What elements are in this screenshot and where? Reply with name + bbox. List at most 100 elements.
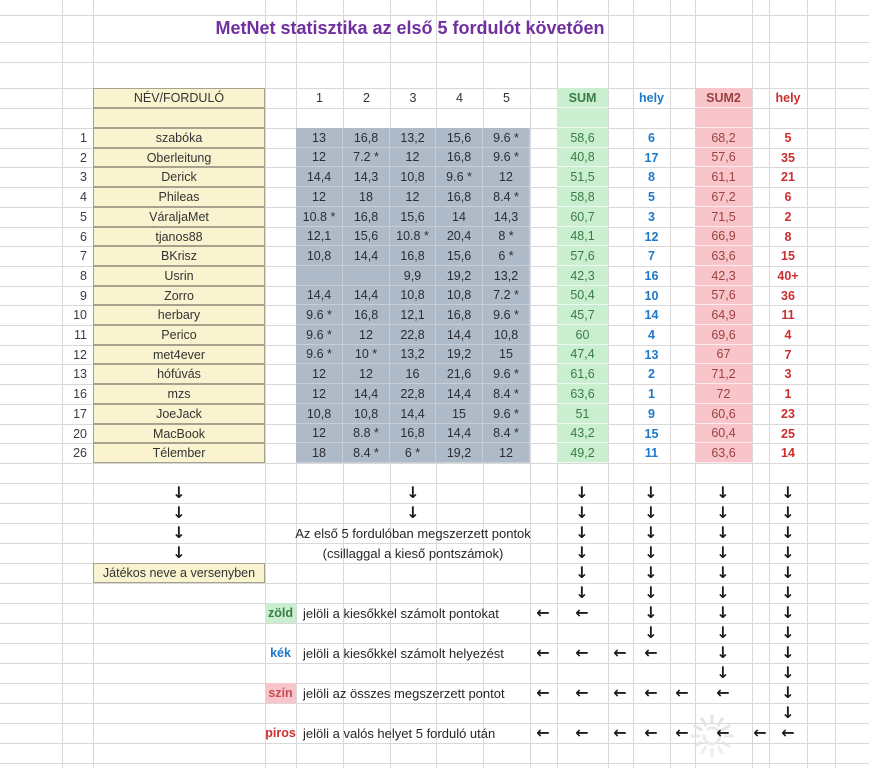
round-cell[interactable]: 14,4 bbox=[296, 286, 343, 305]
round-cell[interactable]: 15,6 bbox=[436, 246, 483, 266]
hely-cell[interactable]: 15 bbox=[644, 426, 659, 441]
hely-cell[interactable]: 11 bbox=[644, 446, 659, 460]
sum2-header-cell[interactable]: SUM2 bbox=[695, 88, 752, 108]
corner-header-blank-cell[interactable] bbox=[93, 108, 265, 128]
sum-cell[interactable]: 40,8 bbox=[557, 148, 608, 167]
round-cell[interactable]: 12 bbox=[296, 364, 343, 384]
round-cell[interactable]: 13,2 bbox=[483, 266, 530, 286]
round-header-1[interactable]: 1 bbox=[316, 91, 323, 105]
round-cell[interactable]: 12 bbox=[483, 167, 530, 187]
sum2-cell[interactable]: 71,5 bbox=[695, 207, 752, 227]
hely-cell[interactable]: 7 bbox=[648, 249, 655, 263]
hely2-cell[interactable]: 21 bbox=[781, 170, 795, 184]
round-cell[interactable]: 15 bbox=[436, 404, 483, 424]
sum2-cell[interactable]: 60,4 bbox=[695, 424, 752, 443]
round-header-5[interactable]: 5 bbox=[503, 91, 510, 105]
name-cell[interactable]: tjanos88 bbox=[93, 227, 265, 246]
hely-cell[interactable]: 10 bbox=[644, 288, 659, 303]
round-cell[interactable]: 9.6 * bbox=[483, 148, 530, 167]
name-cell[interactable]: szabóka bbox=[93, 128, 265, 148]
hely-cell[interactable]: 14 bbox=[644, 308, 659, 322]
round-header-3[interactable]: 3 bbox=[409, 91, 417, 105]
hely2-cell[interactable]: 5 bbox=[784, 131, 792, 145]
rank-cell[interactable]: 13 bbox=[73, 367, 87, 381]
round-cell[interactable]: 16 bbox=[390, 364, 436, 384]
sum-cell[interactable]: 45,7 bbox=[557, 305, 608, 325]
round-cell[interactable]: 10 * bbox=[343, 345, 390, 364]
sum-cell[interactable]: 57,6 bbox=[557, 246, 608, 266]
name-cell[interactable]: JoeJack bbox=[93, 404, 265, 424]
hely-header-cell[interactable]: hely bbox=[638, 91, 664, 105]
rank-cell[interactable]: 4 bbox=[80, 190, 87, 204]
rank-cell[interactable]: 20 bbox=[73, 426, 87, 441]
rank-cell[interactable]: 17 bbox=[73, 407, 87, 421]
round-cell[interactable]: 15 bbox=[483, 345, 530, 364]
round-cell[interactable]: 14,4 bbox=[436, 325, 483, 345]
name-cell[interactable]: mzs bbox=[93, 384, 265, 404]
hely2-cell[interactable]: 36 bbox=[781, 288, 795, 303]
round-cell[interactable]: 12,1 bbox=[390, 305, 436, 325]
hely-cell[interactable]: 2 bbox=[648, 367, 655, 381]
round-cell[interactable]: 9.6 * bbox=[436, 167, 483, 187]
sum2-cell[interactable]: 69,6 bbox=[695, 325, 752, 345]
round-cell[interactable]: 6 * bbox=[483, 246, 530, 266]
hely-cell[interactable]: 5 bbox=[648, 190, 655, 204]
hely-cell[interactable]: 17 bbox=[644, 150, 659, 165]
legend-text-szin[interactable]: jelöli az összes megszerzett pontot bbox=[303, 685, 505, 701]
hely-cell[interactable]: 1 bbox=[648, 387, 655, 401]
sum2-cell[interactable]: 63,6 bbox=[695, 443, 752, 463]
round-cell[interactable]: 13 bbox=[296, 128, 343, 148]
round-cell[interactable]: 18 bbox=[343, 187, 390, 207]
legend-text-piros[interactable]: jelöli a valós helyet 5 forduló után bbox=[303, 725, 496, 741]
name-cell[interactable]: Usrin bbox=[93, 266, 265, 286]
round-cell[interactable]: 16,8 bbox=[436, 148, 483, 167]
sum2-header-blank-cell[interactable] bbox=[695, 108, 752, 128]
sum-cell[interactable]: 49,2 bbox=[557, 443, 608, 463]
legend-label-kek[interactable]: kék bbox=[270, 646, 291, 660]
round-cell[interactable]: 9.6 * bbox=[483, 364, 530, 384]
sum2-cell[interactable]: 68,2 bbox=[695, 128, 752, 148]
name-cell[interactable]: herbary bbox=[93, 305, 265, 325]
round-cell[interactable]: 10,8 bbox=[436, 286, 483, 305]
legend-label-zold[interactable]: zöld bbox=[265, 603, 296, 623]
sum-cell[interactable]: 43,2 bbox=[557, 424, 608, 443]
name-cell[interactable]: Derick bbox=[93, 167, 265, 187]
sum2-cell[interactable]: 72 bbox=[695, 384, 752, 404]
round-cell[interactable]: 14,3 bbox=[343, 167, 390, 187]
hely-cell[interactable]: 8 bbox=[648, 170, 655, 184]
round-cell[interactable]: 12 bbox=[483, 443, 530, 463]
hely2-cell[interactable]: 4 bbox=[784, 328, 792, 342]
round-cell[interactable]: 9.6 * bbox=[296, 305, 343, 325]
round-cell[interactable]: 10,8 bbox=[296, 404, 343, 424]
rank-cell[interactable]: 11 bbox=[74, 328, 87, 342]
sum-cell[interactable]: 48,1 bbox=[557, 227, 608, 246]
legend-label-szin[interactable]: szín bbox=[265, 683, 296, 703]
round-cell[interactable]: 9.6 * bbox=[483, 305, 530, 325]
round-cell[interactable]: 14,4 bbox=[343, 384, 390, 404]
round-cell[interactable]: 8.8 * bbox=[343, 424, 390, 443]
round-cell[interactable]: 14 bbox=[436, 207, 483, 227]
round-cell[interactable]: 22,8 bbox=[390, 384, 436, 404]
hely-cell[interactable]: 4 bbox=[648, 328, 655, 342]
rank-cell[interactable]: 1 bbox=[80, 131, 87, 145]
sum-header-blank-cell[interactable] bbox=[557, 108, 608, 128]
rank-cell[interactable]: 26 bbox=[73, 446, 87, 460]
hely2-cell[interactable]: 6 bbox=[784, 190, 792, 204]
name-cell[interactable]: Zorro bbox=[93, 286, 265, 305]
hely-cell[interactable]: 9 bbox=[648, 407, 655, 421]
name-cell[interactable]: Phileas bbox=[93, 187, 265, 207]
round-header-4[interactable]: 4 bbox=[456, 91, 463, 105]
round-cell[interactable]: 16,8 bbox=[343, 305, 390, 325]
round-cell[interactable]: 16,8 bbox=[343, 207, 390, 227]
name-cell[interactable]: hófúvás bbox=[93, 364, 265, 384]
legend-text-zold[interactable]: jelöli a kiesőkkel számolt pontokat bbox=[303, 605, 499, 621]
hely2-cell[interactable]: 2 bbox=[784, 210, 792, 224]
rank-cell[interactable]: 8 bbox=[80, 269, 87, 283]
round-cell[interactable]: 10.8 * bbox=[296, 207, 343, 227]
name-cell[interactable]: Télember bbox=[93, 443, 265, 463]
sum2-cell[interactable]: 67 bbox=[695, 345, 752, 364]
sum2-cell[interactable]: 63,6 bbox=[695, 246, 752, 266]
hely2-header-cell[interactable]: hely bbox=[775, 91, 801, 105]
round-cell[interactable]: 12 bbox=[343, 364, 390, 384]
round-cell[interactable]: 16,8 bbox=[343, 128, 390, 148]
